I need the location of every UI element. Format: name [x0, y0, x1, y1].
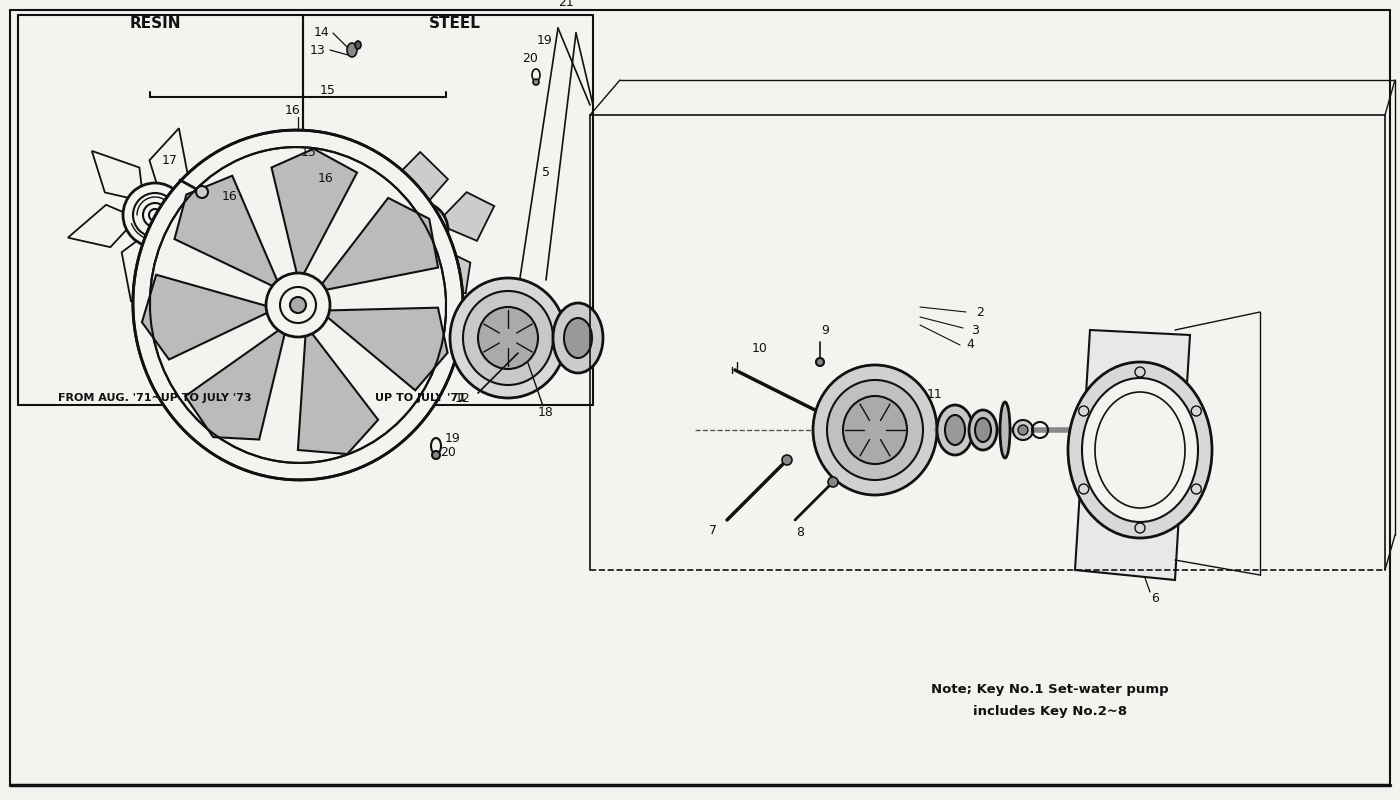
Ellipse shape	[1000, 402, 1009, 458]
Polygon shape	[298, 332, 378, 454]
Ellipse shape	[347, 43, 357, 57]
Text: 15: 15	[301, 146, 316, 158]
Text: 16: 16	[223, 190, 238, 203]
Polygon shape	[67, 205, 137, 247]
Ellipse shape	[1014, 420, 1033, 440]
Ellipse shape	[463, 291, 553, 385]
Text: 16: 16	[286, 103, 301, 117]
Ellipse shape	[920, 415, 930, 425]
Ellipse shape	[974, 418, 991, 442]
Text: RESIN: RESIN	[129, 17, 181, 31]
Polygon shape	[346, 188, 402, 234]
Ellipse shape	[477, 307, 538, 369]
Text: 10: 10	[752, 342, 769, 354]
Ellipse shape	[1082, 378, 1198, 522]
Ellipse shape	[945, 415, 965, 445]
Text: 16: 16	[318, 171, 333, 185]
Text: 4: 4	[966, 338, 974, 351]
Ellipse shape	[449, 278, 566, 398]
Ellipse shape	[1068, 362, 1212, 538]
Text: 14: 14	[314, 26, 330, 39]
Text: 13: 13	[311, 43, 326, 57]
Ellipse shape	[356, 41, 361, 49]
Ellipse shape	[827, 380, 923, 480]
Text: 17: 17	[162, 154, 178, 166]
Ellipse shape	[433, 451, 440, 459]
Ellipse shape	[133, 130, 463, 480]
Polygon shape	[427, 246, 470, 294]
Ellipse shape	[783, 455, 792, 465]
Text: 8: 8	[797, 526, 804, 538]
Text: 6: 6	[1151, 591, 1159, 605]
Text: 18: 18	[538, 406, 554, 419]
Ellipse shape	[266, 273, 330, 337]
Ellipse shape	[533, 79, 539, 85]
Polygon shape	[92, 151, 143, 202]
Text: 3: 3	[972, 323, 979, 337]
Ellipse shape	[969, 410, 997, 450]
Polygon shape	[185, 328, 284, 439]
Text: 5: 5	[542, 166, 550, 179]
Polygon shape	[399, 152, 448, 210]
Text: 19: 19	[445, 431, 461, 445]
Polygon shape	[175, 176, 279, 286]
Text: FROM AUG. '71~UP TO JULY '73: FROM AUG. '71~UP TO JULY '73	[59, 393, 252, 403]
Text: 15: 15	[321, 83, 336, 97]
Text: 11: 11	[927, 389, 942, 402]
Ellipse shape	[290, 297, 307, 313]
Ellipse shape	[564, 318, 592, 358]
Ellipse shape	[123, 183, 188, 247]
Ellipse shape	[937, 405, 973, 455]
Ellipse shape	[413, 223, 427, 237]
Ellipse shape	[1018, 425, 1028, 435]
Text: 20: 20	[522, 51, 538, 65]
Ellipse shape	[843, 396, 907, 464]
Polygon shape	[322, 198, 438, 290]
Text: 2: 2	[976, 306, 984, 319]
Text: includes Key No.2~8: includes Key No.2~8	[973, 706, 1127, 718]
Polygon shape	[150, 128, 189, 198]
Polygon shape	[141, 274, 270, 359]
Ellipse shape	[392, 202, 448, 258]
Ellipse shape	[280, 287, 316, 323]
Polygon shape	[272, 149, 357, 278]
Ellipse shape	[816, 358, 825, 366]
Text: 9: 9	[820, 323, 829, 337]
Polygon shape	[172, 183, 242, 226]
Polygon shape	[440, 192, 494, 241]
Ellipse shape	[813, 365, 937, 495]
Polygon shape	[325, 308, 448, 390]
Text: 7: 7	[708, 523, 717, 537]
Ellipse shape	[400, 210, 440, 250]
Ellipse shape	[150, 147, 447, 463]
Text: STEEL: STEEL	[428, 17, 482, 31]
Ellipse shape	[827, 477, 839, 487]
Polygon shape	[1075, 330, 1190, 580]
Ellipse shape	[133, 193, 176, 237]
Text: Note; Key No.1 Set-water pump: Note; Key No.1 Set-water pump	[931, 683, 1169, 697]
Text: 19: 19	[538, 34, 553, 46]
Ellipse shape	[196, 186, 209, 198]
Ellipse shape	[553, 303, 603, 373]
Text: 21: 21	[559, 0, 574, 10]
Polygon shape	[167, 229, 218, 279]
Text: UP TO JULY '71: UP TO JULY '71	[375, 393, 465, 403]
Text: 20: 20	[440, 446, 456, 459]
Polygon shape	[122, 232, 161, 302]
Polygon shape	[368, 246, 410, 293]
Text: 12: 12	[455, 391, 470, 405]
